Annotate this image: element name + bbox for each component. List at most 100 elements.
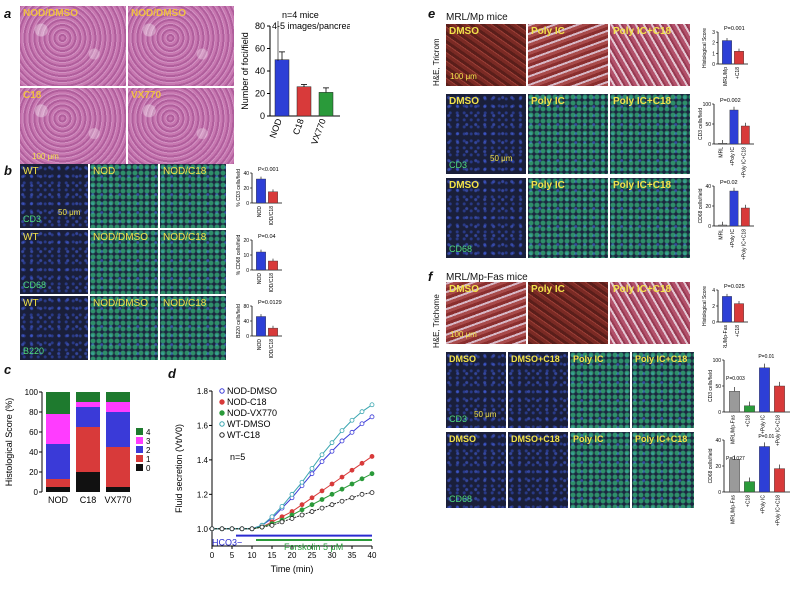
y-tick-label: 80 bbox=[243, 304, 249, 310]
f-tile-1-0: DMSO CD68 bbox=[446, 432, 506, 508]
point-WT-C18 bbox=[299, 512, 305, 518]
scale-bar-label: 50 μm bbox=[490, 154, 513, 163]
point-NOD-DMSO bbox=[319, 459, 325, 465]
point-NOD-VX770 bbox=[359, 476, 365, 482]
legend-label: 3 bbox=[146, 437, 151, 446]
a-tile-nod-dmso-1: NOD/DMSO bbox=[20, 6, 126, 86]
chart-a-foci: NOD C18 VX770 0 20 40 60 80 Number of foci/field… bbox=[240, 10, 350, 146]
x-tick-label: NOD/C18 bbox=[269, 339, 275, 358]
legend-label: 0 bbox=[146, 464, 151, 473]
f-tile-1-3: Poly IC+C18 bbox=[632, 432, 694, 508]
x-tick-label: MRL/Mp-Fas bbox=[723, 325, 729, 348]
f-he-tile-0: DMSO 100 μm bbox=[446, 282, 526, 344]
scale-bar-label: 100 μm bbox=[32, 152, 59, 161]
a-tile-vx770: VX770 bbox=[128, 88, 234, 164]
bar-C18 bbox=[296, 86, 312, 117]
point-NOD-C18 bbox=[329, 481, 335, 487]
y-tick-label: 20 bbox=[715, 464, 721, 470]
stain-label: CD3 bbox=[449, 160, 468, 170]
x-tick-label: MRL/Mp-Fas bbox=[731, 495, 737, 524]
p-value: P=0.02 bbox=[720, 180, 738, 186]
p-value: P=0.01 bbox=[758, 434, 774, 440]
x-tick-label: +Poly IC bbox=[730, 147, 736, 166]
x-tick-label: +Poly IC+C18 bbox=[741, 147, 747, 178]
x-tick-label: 35 bbox=[348, 551, 357, 560]
tile-label: Poly IC+C18 bbox=[613, 180, 672, 191]
tile-label: DMSO+C18 bbox=[511, 354, 560, 364]
scale-bar-label: 100 μm bbox=[450, 330, 477, 339]
legend-swatch bbox=[136, 428, 143, 435]
point-WT-C18 bbox=[349, 495, 355, 501]
e-tile-0-2: Poly IC+C18 bbox=[610, 94, 690, 174]
x-tick-label: MRL bbox=[719, 229, 725, 240]
point-WT-DMSO bbox=[289, 491, 295, 497]
chart-b-cd3: NOD NOD/C18 0 20 40% CD3 cells/field P<0.001 bbox=[236, 167, 282, 225]
panel-f-row-label: H&E, Trichome bbox=[432, 294, 441, 348]
chart-f-cd3: MRL/Mp-Fas +C18 +Poly IC +Poly IC+C18 0 50 100… bbox=[708, 354, 790, 446]
p-value: P=0.01 bbox=[758, 354, 774, 360]
legend-label: NOD-VX770 bbox=[227, 408, 277, 418]
x-tick-label: C18 bbox=[291, 117, 306, 136]
y-tick-label: 100 bbox=[703, 102, 712, 108]
x-tick-label: +C18 bbox=[735, 67, 741, 79]
point-WT-C18 bbox=[209, 526, 215, 532]
point-WT-DMSO bbox=[269, 514, 275, 520]
panel-a-label: a bbox=[4, 6, 12, 21]
tile-label: Poly IC+C18 bbox=[613, 26, 672, 37]
tile-label: DMSO bbox=[449, 434, 476, 444]
tile-label: WT bbox=[23, 166, 39, 177]
tile-label: Poly IC bbox=[531, 96, 565, 107]
y-tick-label: 0 bbox=[260, 111, 265, 121]
point-WT-C18 bbox=[369, 490, 375, 496]
tile-label: Poly IC bbox=[573, 434, 604, 444]
p-value: P<0.001 bbox=[258, 167, 279, 173]
tile-label: DMSO bbox=[449, 180, 479, 191]
x-tick-label: +Poly IC bbox=[761, 415, 767, 434]
y-tick-label: 0 bbox=[708, 142, 711, 148]
y-tick-label: 40 bbox=[715, 438, 721, 444]
point-NOD-DMSO bbox=[369, 414, 375, 420]
bar-+Poly IC+C18 bbox=[774, 385, 785, 413]
scale-bar-label: 50 μm bbox=[58, 208, 81, 217]
point-WT-DMSO bbox=[359, 409, 365, 415]
b-tile-1-1: NOD/DMSO bbox=[90, 230, 158, 294]
point-WT-C18 bbox=[279, 519, 285, 525]
point-NOD-VX770 bbox=[309, 502, 315, 508]
segment-0-C18 bbox=[76, 472, 100, 492]
point-WT-C18 bbox=[309, 509, 315, 514]
x-tick-label: NOD bbox=[257, 273, 263, 285]
bar-+C18 bbox=[744, 481, 755, 493]
panel-e-row-label: H&E, Tricrom bbox=[432, 38, 441, 86]
segment-4-C18 bbox=[76, 392, 100, 402]
y-tick-label: 40 bbox=[705, 184, 711, 190]
panel-e-label: e bbox=[428, 6, 436, 21]
legend-label: WT-C18 bbox=[227, 430, 260, 440]
x-tick-label: MRL/Mp bbox=[723, 67, 729, 86]
b-tile-1-2: NOD/C18 bbox=[160, 230, 226, 294]
bar-NOD/C18 bbox=[268, 191, 278, 204]
y-axis-label: % CD68 cells/field bbox=[236, 234, 242, 275]
f-tile-0-1: DMSO+C18 bbox=[508, 352, 568, 428]
point-NOD-DMSO bbox=[349, 429, 355, 435]
stain-label: CD68 bbox=[23, 280, 47, 290]
point-WT-C18 bbox=[239, 526, 245, 532]
y-tick-label: 3 bbox=[712, 30, 715, 36]
legend-swatch bbox=[136, 437, 143, 444]
legend-marker bbox=[219, 410, 225, 416]
segment-2-NOD bbox=[46, 444, 70, 479]
point-NOD-VX770 bbox=[339, 486, 345, 492]
point-WT-DMSO bbox=[349, 417, 355, 423]
p-value: P=0.003 bbox=[726, 376, 745, 382]
p-value: P=0.025 bbox=[724, 284, 745, 290]
point-WT-DMSO bbox=[279, 503, 285, 509]
y-axis-label: CD68 cells/field bbox=[708, 448, 714, 483]
e-tile-0-1: Poly IC bbox=[528, 94, 608, 174]
tile-label: DMSO bbox=[449, 96, 479, 107]
segment-3-C18 bbox=[76, 402, 100, 407]
y-tick-label: 20 bbox=[29, 468, 38, 477]
f-tile-0-3: Poly IC+C18 bbox=[632, 352, 694, 428]
y-tick-label: 100 bbox=[25, 388, 39, 397]
segment-0-NOD bbox=[46, 487, 70, 492]
